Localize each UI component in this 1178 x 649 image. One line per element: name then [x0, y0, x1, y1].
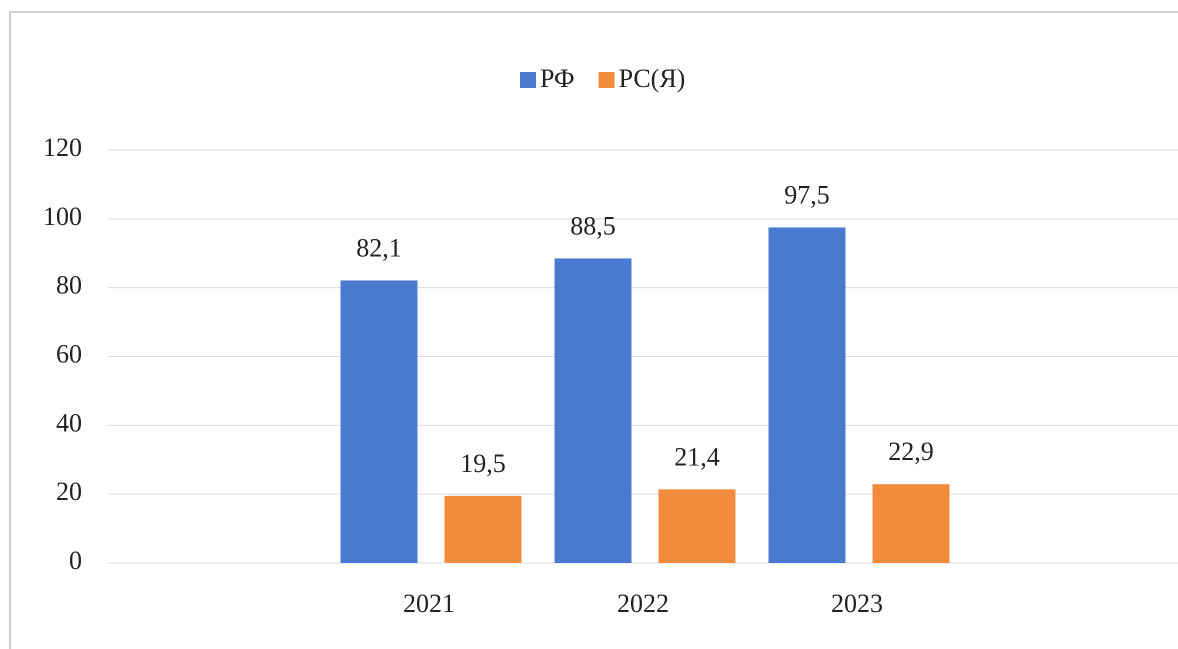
y-tick-label: 80: [56, 271, 82, 300]
value-label: 88,5: [570, 211, 616, 240]
chart-frame: [9, 11, 1178, 649]
bar: [554, 258, 632, 563]
bar: [872, 484, 950, 563]
bar: [658, 489, 736, 563]
bar: [340, 280, 418, 563]
legend-label: РС(Я): [619, 64, 686, 93]
legend-swatch: [598, 72, 615, 88]
value-label: 21,4: [674, 442, 720, 471]
y-tick-label: 40: [56, 408, 82, 437]
value-label: 97,5: [784, 180, 830, 209]
value-label: 22,9: [888, 437, 934, 466]
value-label: 19,5: [460, 449, 506, 478]
x-tick-label: 2022: [617, 589, 669, 618]
y-tick-label: 60: [56, 339, 82, 368]
legend-label: РФ: [540, 64, 575, 93]
y-tick-label: 120: [43, 133, 82, 162]
legend-swatch: [520, 72, 536, 88]
value-label: 82,1: [356, 233, 402, 262]
bar: [444, 495, 522, 563]
x-tick-label: 2023: [831, 589, 883, 618]
y-tick-label: 20: [56, 477, 82, 506]
x-tick-label: 2021: [403, 589, 455, 618]
bar: [768, 227, 846, 563]
y-tick-label: 100: [43, 202, 82, 231]
y-tick-label: 0: [69, 546, 82, 575]
